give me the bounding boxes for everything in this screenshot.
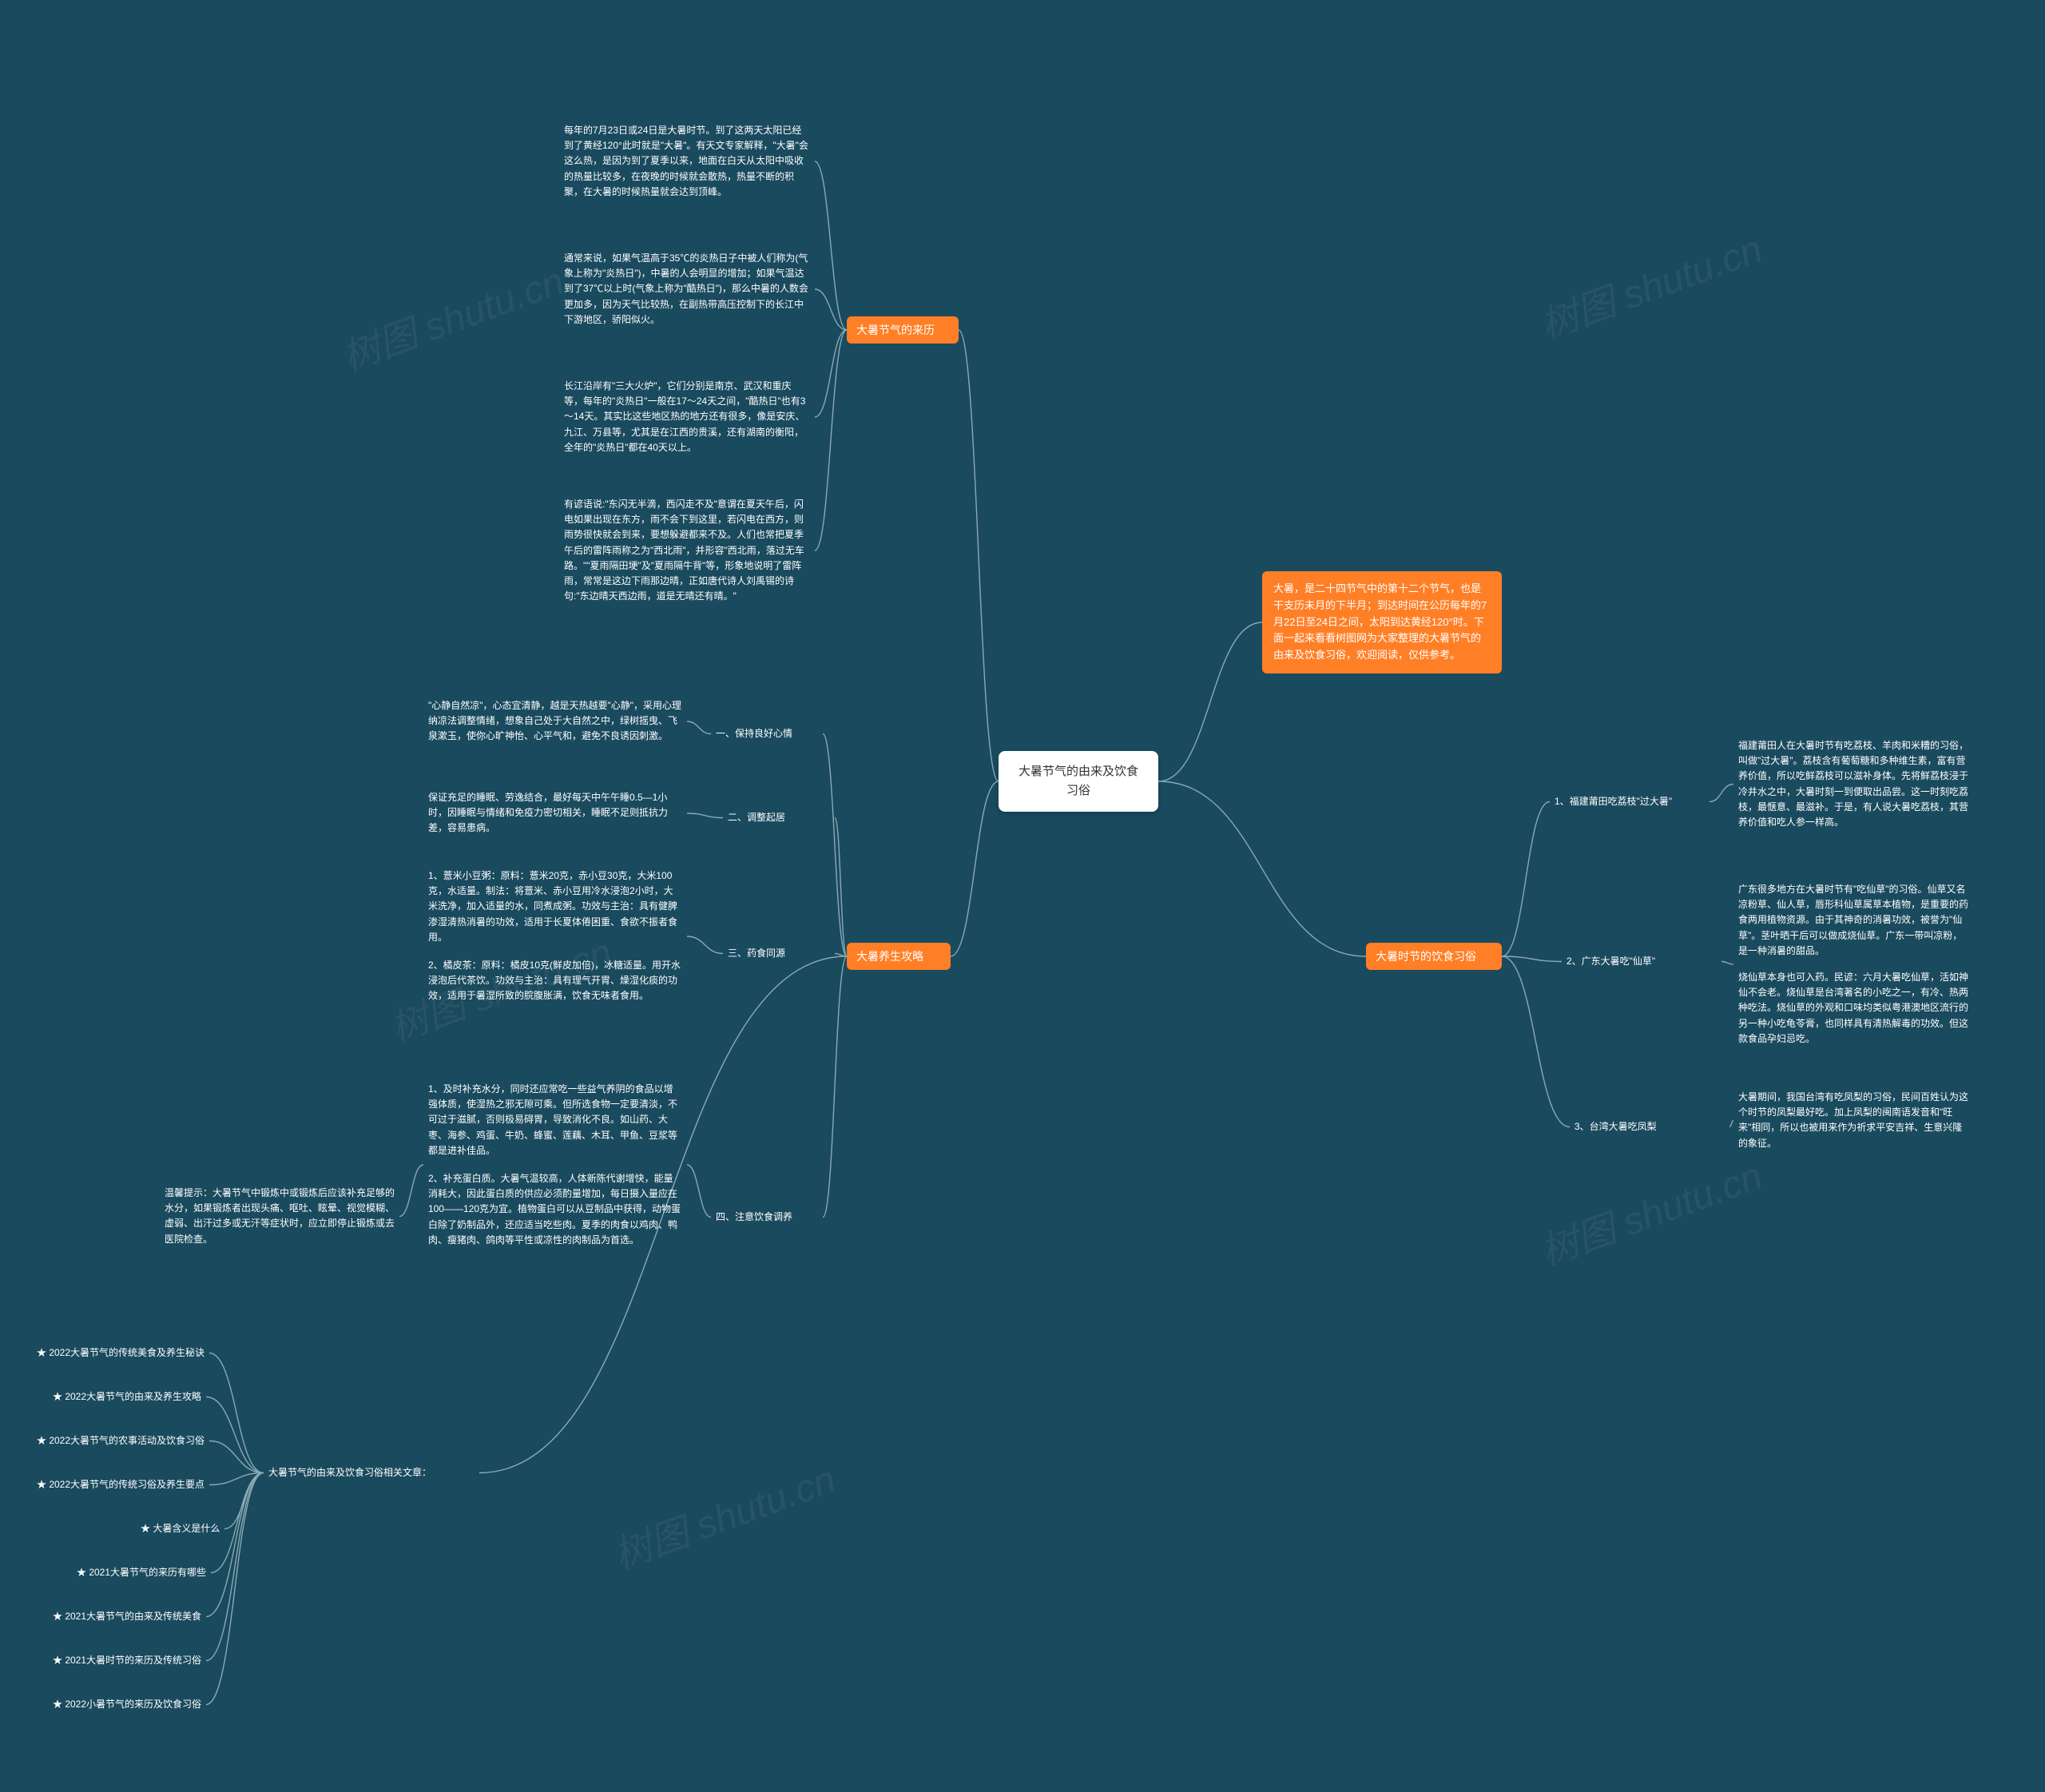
connector-b4-d3l	[1502, 956, 1570, 1127]
node-r6: ★ 2021大暑节气的来历有哪些	[72, 1562, 211, 1583]
node-h4-sub-1: 2、补充蛋白质。大暑气温较高，人体新陈代谢增快，能量消耗大，因此蛋白质的供应必须…	[428, 1171, 682, 1248]
node-d1l: 1、福建莆田吃荔枝"过大暑"	[1550, 791, 1709, 813]
node-o4: 有谚语说:"东闪无半滴，西闪走不及"意谓在夏天午后，闪电如果出现在东方，雨不会下…	[559, 494, 815, 607]
connector-b3-r7	[206, 1473, 264, 1617]
node-r7: ★ 2021大暑节气的由来及传统美食	[48, 1606, 206, 1627]
node-d2: 广东很多地方在大暑时节有"吃仙草"的习俗。仙草又名凉粉草、仙人草，唇形科仙草属草…	[1733, 879, 1973, 1050]
node-o1: 每年的7月23日或24日是大暑时节。到了这两天太阳已经到了黄经120°此时就是"…	[559, 120, 815, 203]
node-h3l: 三、药食同源	[723, 943, 835, 964]
node-r9: ★ 2022小暑节气的来历及饮食习俗	[48, 1694, 206, 1715]
connector-b2-h4l	[823, 956, 847, 1218]
node-r3: ★ 2022大暑节气的农事活动及饮食习俗	[32, 1430, 209, 1452]
connector-h2l-h2	[687, 813, 723, 818]
node-c0: 大暑节气的由来及饮食习俗	[999, 751, 1158, 812]
connector-b3-r3	[209, 1441, 264, 1473]
node-d3l: 3、台湾大暑吃凤梨	[1570, 1116, 1729, 1138]
watermark-1: 树图 shutu.cn	[1531, 217, 1769, 349]
mindmap-canvas: 大暑节气的由来及饮食习俗 大暑，是二十四节气中的第十二个节气，也是干支历未月的下半…	[0, 0, 2045, 1792]
watermark-4: 树图 shutu.cn	[605, 1448, 842, 1579]
node-d2l: 2、广东大暑吃"仙草"	[1562, 951, 1721, 972]
connector-h4-tip	[399, 1165, 423, 1217]
node-h3: 1、薏米小豆粥：原料：薏米20克，赤小豆30克，大米100克，水适量。制法：将薏…	[423, 865, 687, 1007]
connector-b1-o4	[815, 330, 847, 550]
node-b4: 大暑时节的饮食习俗	[1366, 943, 1502, 970]
connector-b3-r4	[209, 1473, 264, 1485]
node-d3: 大暑期间，我国台湾有吃凤梨的习俗，民间百姓认为这个时节的凤梨最好吃。加上凤梨的闽…	[1733, 1087, 1973, 1154]
node-b1: 大暑节气的来历	[847, 316, 959, 344]
connector-c0-intro	[1158, 622, 1262, 781]
connector-b2-h2l	[835, 818, 847, 957]
node-r1: ★ 2022大暑节气的传统美食及养生秘诀	[32, 1342, 209, 1364]
node-h3-sub-0: 1、薏米小豆粥：原料：薏米20克，赤小豆30克，大米100克，水适量。制法：将薏…	[428, 868, 682, 945]
connector-h3l-h3	[687, 936, 723, 954]
node-h4-sub-0: 1、及时补充水分，同时还应常吃一些益气养阴的食品以增强体质，使湿热之邪无隙可乘。…	[428, 1082, 682, 1158]
node-r2: ★ 2022大暑节气的由来及养生攻略	[48, 1386, 206, 1408]
node-h2l: 二、调整起居	[723, 807, 835, 828]
connector-b4-d2l	[1502, 956, 1562, 962]
node-b2: 大暑养生攻略	[847, 943, 951, 970]
node-b3: 大暑节气的由来及饮食习俗相关文章：	[264, 1462, 479, 1484]
node-h4l: 四、注意饮食调养	[711, 1206, 823, 1228]
connector-d1l-d1	[1709, 785, 1733, 802]
watermark-0: 树图 shutu.cn	[333, 249, 570, 381]
node-o2: 通常来说，如果气温高于35℃的炎热日子中被人们称为(气象上称为"炎热日")，中暑…	[559, 248, 815, 331]
node-o3: 长江沿岸有"三大火炉"，它们分别是南京、武汉和重庆等，每年的"炎热日"一般在17…	[559, 375, 815, 459]
connector-b3-r2	[206, 1397, 264, 1473]
connector-c0-b2	[951, 781, 999, 956]
node-h4: 1、及时补充水分，同时还应常吃一些益气养阴的食品以增强体质，使湿热之邪无隙可乘。…	[423, 1079, 687, 1251]
connector-b2-h3l	[835, 954, 847, 957]
node-d2-sub-1: 烧仙草本身也可入药。民谚：六月大暑吃仙草，活如神仙不会老。烧仙草是台湾著名的小吃…	[1738, 970, 1968, 1047]
connector-b3-r5	[224, 1473, 264, 1529]
connector-h1l-h1	[687, 721, 711, 734]
node-intro: 大暑，是二十四节气中的第十二个节气，也是干支历未月的下半月；到达时间在公历每年的…	[1262, 571, 1502, 673]
connector-b2-h1l	[823, 734, 847, 957]
node-tip: 温馨提示：大暑节气中锻炼中或锻炼后应该补充足够的水分，如果锻炼者出现头痛、呕吐、…	[160, 1182, 399, 1250]
connector-b3-r1	[209, 1353, 264, 1473]
connector-b3-r9	[206, 1473, 264, 1705]
connector-c0-b4	[1158, 781, 1366, 956]
node-h1l: 一、保持良好心情	[711, 723, 823, 745]
connector-h4l-h4	[687, 1165, 711, 1218]
watermark-3: 树图 shutu.cn	[1531, 1144, 1769, 1276]
connector-d2l-d2	[1721, 962, 1733, 965]
connector-b1-o1	[815, 161, 847, 330]
node-d1: 福建莆田人在大暑时节有吃荔枝、羊肉和米糟的习俗，叫做"过大暑"。荔枝含有葡萄糖和…	[1733, 735, 1973, 833]
connector-b3-r8	[206, 1473, 264, 1661]
connector-b1-o2	[815, 289, 847, 330]
connector-b1-o3	[815, 330, 847, 417]
node-h2: 保证充足的睡眠、劳逸结合，最好每天中午午睡0.5—1小时，因睡眠与情绪和免疫力密…	[423, 787, 687, 840]
node-h3-sub-1: 2、橘皮茶：原料：橘皮10克(鲜皮加倍)，冰糖适量。用开水浸泡后代茶饮。功效与主…	[428, 958, 682, 1004]
node-r5: ★ 大暑含义是什么	[136, 1518, 224, 1540]
node-r4: ★ 2022大暑节气的传统习俗及养生要点	[32, 1474, 209, 1496]
connector-b4-d1l	[1502, 802, 1550, 957]
node-d2-sub-0: 广东很多地方在大暑时节有"吃仙草"的习俗。仙草又名凉粉草、仙人草，唇形科仙草属草…	[1738, 882, 1968, 959]
node-h1: "心静自然凉"，心态宜清静，越是天热越要"心静"，采用心理纳凉法调整情绪，想象自…	[423, 695, 687, 748]
node-r8: ★ 2021大暑时节的来历及传统习俗	[48, 1650, 206, 1671]
connector-c0-b1	[959, 330, 999, 781]
